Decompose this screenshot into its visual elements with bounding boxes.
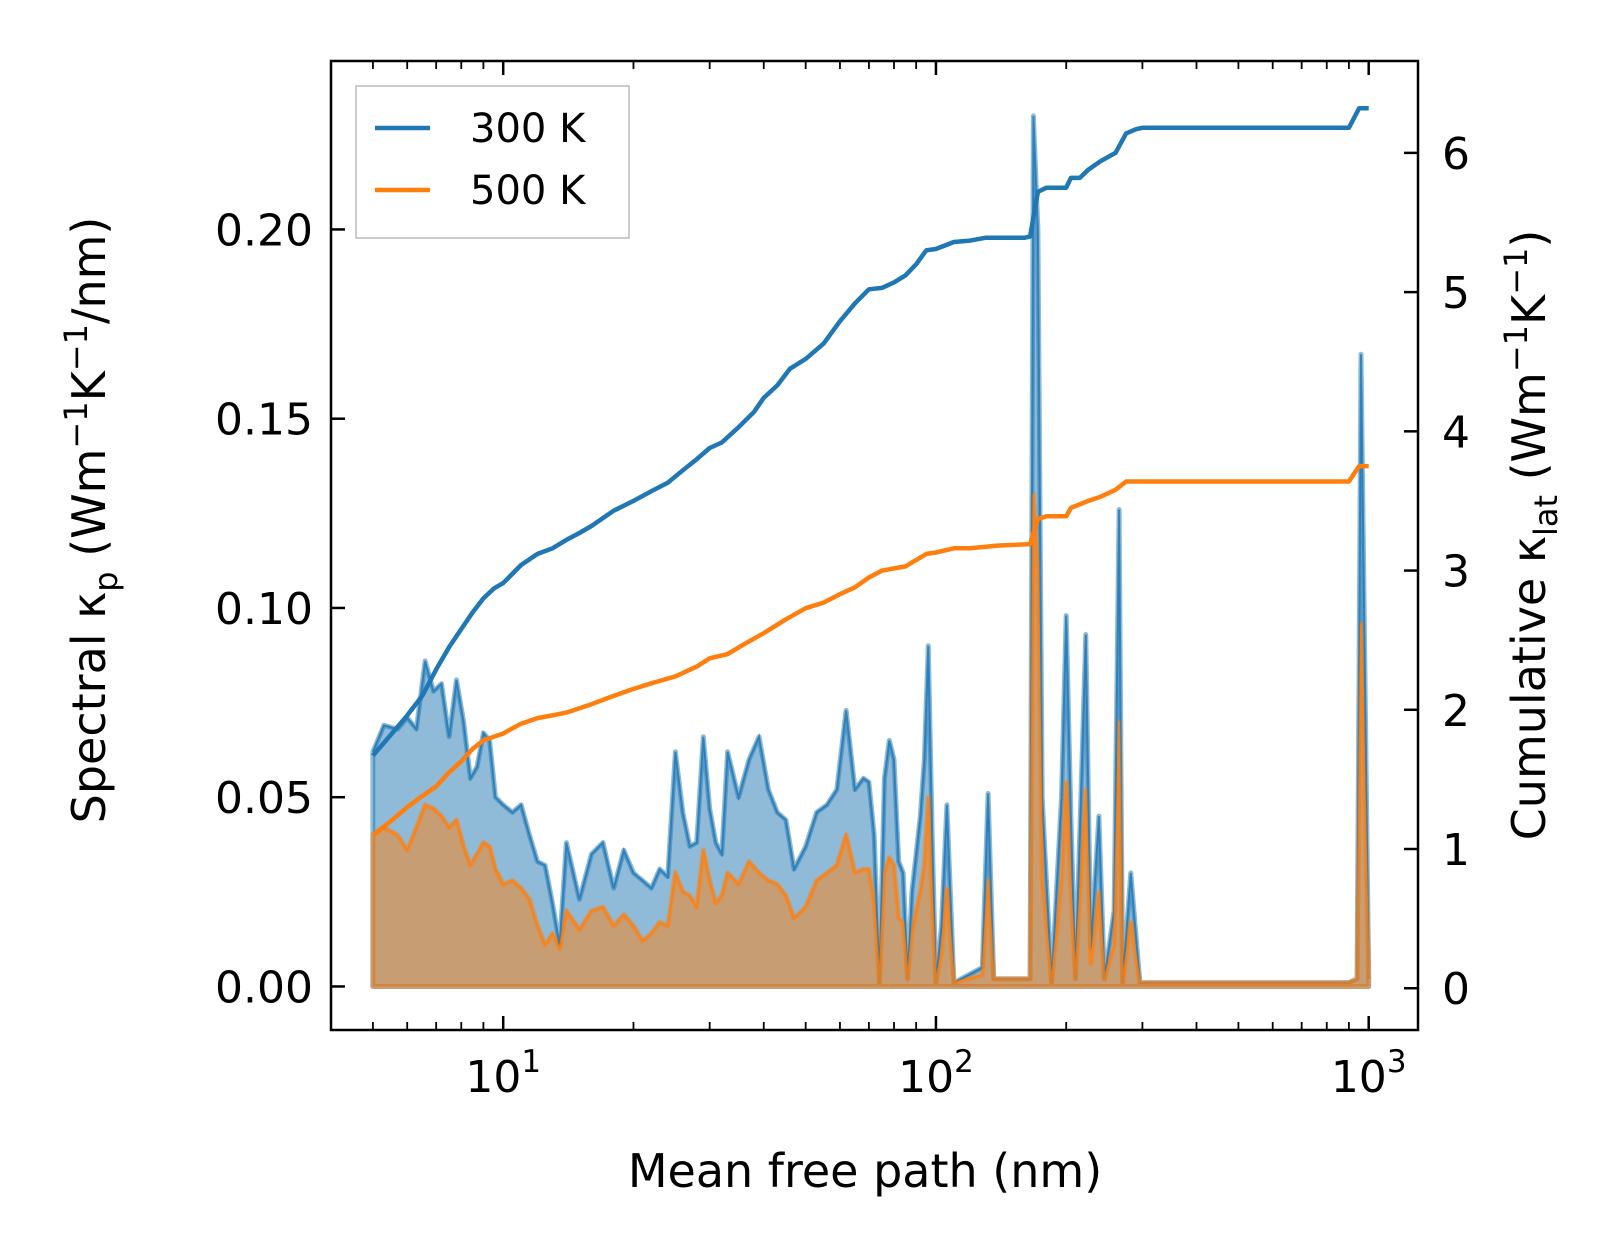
y-right-tick-label: 2 xyxy=(1442,686,1470,737)
cumulative-line-500k xyxy=(371,463,1369,837)
y-left-tick-label: 0.00 xyxy=(215,962,313,1013)
y-axis-left-label: Spectral κp (Wm−1K−1/nm) xyxy=(57,217,125,824)
y-right-tick-label: 1 xyxy=(1442,825,1470,876)
spectral-lines xyxy=(371,115,1370,985)
cumulative-lines xyxy=(371,106,1369,837)
axes xyxy=(329,59,1420,1032)
plot-frame xyxy=(329,59,1420,1032)
y-left-tick-label: 0.05 xyxy=(215,773,313,824)
spectral-fill-300k xyxy=(370,113,1372,989)
x-tick-label: 103 xyxy=(1331,1044,1407,1103)
x-tick-label: 102 xyxy=(898,1044,974,1103)
y-right-tick-label: 3 xyxy=(1442,547,1470,598)
y-right-tick-label: 5 xyxy=(1442,268,1470,319)
spectral-line-300k xyxy=(371,115,1370,985)
spectral-line-500k xyxy=(372,494,1370,984)
y-right-tick-label: 4 xyxy=(1442,407,1470,458)
spectral-fills xyxy=(370,113,1372,989)
x-tick-label: 101 xyxy=(465,1044,541,1103)
y-right-tick-label: 0 xyxy=(1442,964,1470,1015)
legend-label-300k: 300 K xyxy=(470,106,587,152)
y-left-tick-label: 0.15 xyxy=(215,395,313,446)
legend-frame xyxy=(355,85,630,239)
tick-labels: 101 102 103 0.00 0.05 0.10 0.15 0.20 0 1 2 3 4 5 6 xyxy=(215,129,1470,1103)
y-left-tick-label: 0.20 xyxy=(215,205,313,256)
x-axis-label: Mean free path (nm) xyxy=(628,1144,1102,1198)
cumulative-line-300k xyxy=(371,106,1369,758)
legend-label-500k: 500 K xyxy=(470,168,587,214)
y-left-tick-label: 0.10 xyxy=(215,584,313,635)
legend: 300 K 500 K xyxy=(355,85,630,239)
ticks xyxy=(331,61,1418,1030)
y-right-tick-label: 6 xyxy=(1442,129,1470,180)
y-axis-right-label: Cumulative κlat (Wm−1K−1) xyxy=(1497,230,1565,841)
spectral-fill-500k xyxy=(370,491,1372,989)
